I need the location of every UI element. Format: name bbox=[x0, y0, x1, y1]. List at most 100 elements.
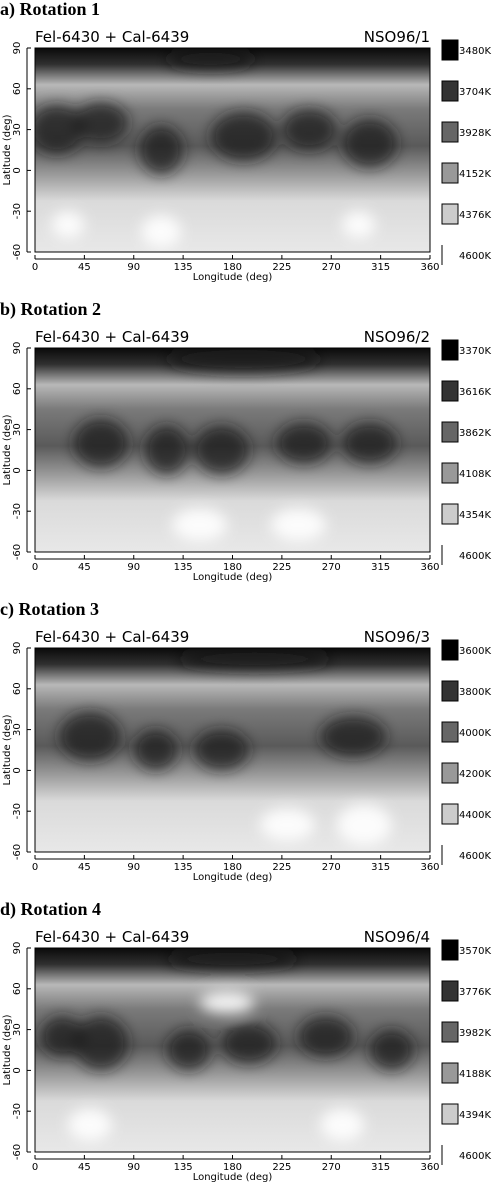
y-tick-label: 60 bbox=[12, 982, 23, 995]
cool-spot bbox=[342, 422, 398, 464]
plot-frame bbox=[34, 647, 431, 853]
cool-spot bbox=[144, 425, 189, 475]
cool-spot bbox=[73, 1015, 129, 1071]
y-tick-label: 30 bbox=[12, 723, 23, 736]
x-tick-label: 315 bbox=[371, 1162, 390, 1173]
legend-label: 4108K bbox=[459, 469, 491, 480]
temperature-map bbox=[35, 948, 430, 1152]
cool-spot bbox=[35, 105, 85, 155]
y-tick-label: -30 bbox=[12, 803, 23, 819]
x-tick-label: 360 bbox=[420, 862, 439, 873]
line-label: Fel-6430 + Cal-6439 bbox=[35, 28, 189, 46]
legend-label: 4600K bbox=[459, 251, 491, 262]
legend-label: 3616K bbox=[459, 387, 491, 398]
dataset-label: NSO96/4 bbox=[364, 928, 430, 946]
legend-swatch bbox=[441, 803, 459, 825]
legend-label: 4000K bbox=[459, 728, 491, 739]
legend-label: 3480K bbox=[459, 46, 491, 57]
legend-swatch bbox=[441, 503, 459, 525]
legend-swatch bbox=[442, 845, 458, 865]
x-tick-label: 45 bbox=[78, 1162, 91, 1173]
legend-swatch bbox=[441, 162, 459, 184]
legend-label: 4188K bbox=[459, 1069, 491, 1080]
line-label: Fel-6430 + Cal-6439 bbox=[35, 628, 189, 646]
legend-label: 4152K bbox=[459, 169, 491, 180]
dataset-label: NSO96/2 bbox=[364, 328, 430, 346]
x-tick-label: 135 bbox=[174, 862, 193, 873]
legend-label: 4600K bbox=[459, 551, 491, 562]
cool-spot bbox=[320, 716, 387, 757]
y-tick-label: -60 bbox=[12, 844, 23, 860]
legend-swatch bbox=[441, 762, 459, 784]
legend-swatch bbox=[441, 121, 459, 143]
dataset-label: NSO96/1 bbox=[364, 28, 430, 46]
x-tick-label: 315 bbox=[371, 562, 390, 573]
legend-swatch bbox=[442, 1145, 458, 1165]
x-tick-label: 135 bbox=[174, 262, 193, 273]
legend-swatch bbox=[441, 1062, 459, 1084]
x-tick-label: 45 bbox=[78, 862, 91, 873]
legend-label: 3370K bbox=[459, 346, 491, 357]
y-axis-label: Latitude (deg) bbox=[2, 714, 13, 785]
legend-label: 4394K bbox=[459, 1110, 491, 1121]
hot-spot bbox=[270, 508, 326, 542]
hot-spot bbox=[141, 215, 181, 248]
x-tick-label: 0 bbox=[32, 262, 38, 273]
cool-spot bbox=[133, 729, 178, 771]
legend-swatch bbox=[441, 680, 459, 702]
cool-spot bbox=[166, 48, 255, 70]
y-tick-label: 30 bbox=[12, 1023, 23, 1036]
x-tick-label: 270 bbox=[322, 562, 341, 573]
legend-swatch bbox=[441, 339, 459, 361]
hot-spot bbox=[51, 211, 85, 239]
cool-spot bbox=[194, 729, 249, 771]
legend-swatch bbox=[441, 203, 459, 225]
legend-label: 3570K bbox=[459, 946, 491, 957]
legend-swatch bbox=[441, 39, 459, 61]
legend-swatch bbox=[441, 980, 459, 1002]
x-tick-label: 360 bbox=[420, 562, 439, 573]
x-tick-label: 225 bbox=[272, 262, 291, 273]
y-tick-label: -30 bbox=[12, 1103, 23, 1119]
x-tick-label: 225 bbox=[272, 562, 291, 573]
cool-spot bbox=[298, 1016, 354, 1057]
legend-label: 3982K bbox=[459, 1028, 491, 1039]
legend-label: 3600K bbox=[459, 646, 491, 657]
x-tick-label: 180 bbox=[223, 562, 242, 573]
x-tick-label: 45 bbox=[78, 562, 91, 573]
x-tick-label: 90 bbox=[127, 562, 140, 573]
y-tick-label: 60 bbox=[12, 682, 23, 695]
x-tick-label: 90 bbox=[127, 862, 140, 873]
legend-label: 4600K bbox=[459, 851, 491, 862]
cool-spot bbox=[194, 425, 249, 475]
y-tick-label: -60 bbox=[12, 1144, 23, 1160]
panel-title: b) Rotation 2 bbox=[0, 299, 101, 320]
dataset-label: NSO96/3 bbox=[364, 628, 430, 646]
hot-spot bbox=[336, 804, 392, 846]
x-tick-label: 135 bbox=[174, 562, 193, 573]
y-tick-label: 0 bbox=[12, 1067, 23, 1073]
rotation-panel-1: a) Rotation 1 Fel-6430 + Cal-6439 NSO96/1 0… bbox=[0, 0, 491, 283]
hot-spot bbox=[67, 1108, 112, 1142]
cool-spot bbox=[342, 118, 398, 168]
x-tick-label: 270 bbox=[322, 1162, 341, 1173]
x-axis-label: Longitude (deg) bbox=[193, 1172, 273, 1183]
legend-swatch bbox=[441, 421, 459, 443]
cool-spot bbox=[73, 418, 129, 468]
legend-swatch bbox=[441, 939, 459, 961]
y-axis-label: Latitude (deg) bbox=[2, 1014, 13, 1085]
cool-spot bbox=[210, 111, 277, 161]
x-tick-label: 225 bbox=[272, 1162, 291, 1173]
x-tick-label: 180 bbox=[223, 862, 242, 873]
x-tick-label: 90 bbox=[127, 1162, 140, 1173]
hot-spot bbox=[342, 211, 376, 239]
x-axis-label: Longitude (deg) bbox=[193, 572, 273, 583]
y-tick-label: 90 bbox=[12, 42, 23, 55]
plot-frame bbox=[34, 47, 431, 253]
x-tick-label: 0 bbox=[32, 1162, 38, 1173]
legend-swatch bbox=[442, 545, 458, 565]
legend-label: 4400K bbox=[459, 810, 491, 821]
hot-spot bbox=[199, 991, 255, 1014]
legend-label: 3704K bbox=[459, 87, 491, 98]
